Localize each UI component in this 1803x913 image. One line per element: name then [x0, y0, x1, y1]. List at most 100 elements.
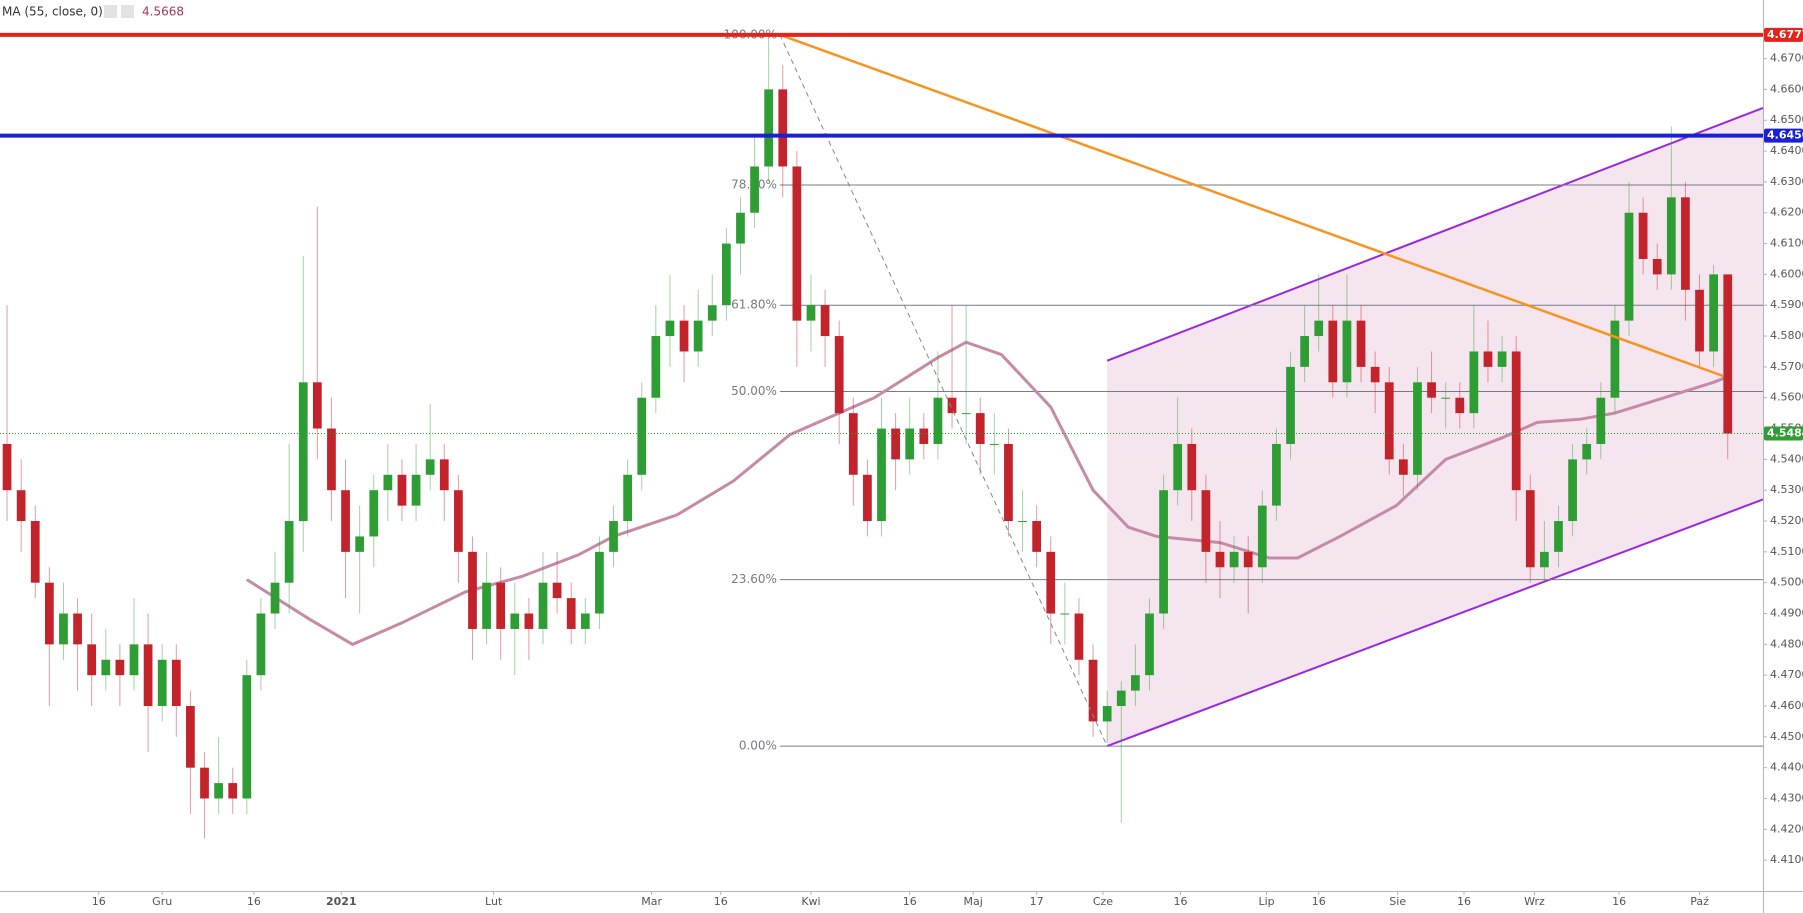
candle-body	[1483, 351, 1493, 367]
candle-body	[580, 613, 590, 629]
candle-body	[1201, 490, 1211, 552]
candle-body	[171, 659, 181, 707]
candle-body	[129, 644, 139, 676]
candle-body	[1497, 351, 1507, 367]
candle-body	[1257, 505, 1267, 568]
candle-body	[1159, 490, 1168, 614]
legend: MA (55, close, 0) 4.5668	[2, 5, 184, 19]
x-tick-label: Wrz	[1524, 895, 1545, 908]
trend-line	[779, 33, 1724, 378]
candle-body	[1695, 289, 1704, 352]
x-tick-label: Gru	[152, 895, 172, 908]
candle-body	[975, 413, 985, 444]
candle-body	[439, 459, 449, 491]
candle-body	[1638, 212, 1648, 259]
candle-body	[1723, 274, 1733, 434]
candle-body	[228, 783, 238, 799]
candle-body	[2, 443, 12, 491]
candle-body	[200, 767, 209, 799]
y-tick-label: 4.5800	[1770, 329, 1803, 342]
y-tick-label: 4.4800	[1770, 637, 1803, 650]
candle-body	[327, 428, 336, 491]
channel-fill	[1107, 107, 1763, 747]
y-tick-label: 4.5000	[1770, 576, 1803, 589]
x-tick-label: Cze	[1093, 895, 1113, 908]
y-tick-label: 4.6200	[1770, 206, 1803, 219]
candle-body	[1666, 197, 1676, 275]
candle-body	[764, 89, 774, 167]
candle-body	[736, 212, 745, 244]
candle-body	[73, 613, 82, 645]
candle-body	[1145, 613, 1154, 676]
candle-body	[44, 582, 54, 645]
candle-body	[1525, 490, 1535, 568]
overlays: 100.00%78.60%61.80%50.00%23.60%0.00%	[245, 27, 1764, 753]
candle-body	[454, 490, 463, 552]
candle-body	[693, 320, 703, 352]
candle-body	[411, 474, 421, 506]
candle-body	[1272, 443, 1281, 506]
x-tick-label: 2021	[326, 895, 357, 908]
fib-label: 50.00%	[731, 384, 777, 398]
candle-body	[848, 413, 858, 475]
candle-body	[595, 551, 604, 614]
x-tick-label: 16	[247, 895, 261, 908]
candle-body	[877, 428, 886, 522]
candle-body	[1681, 197, 1690, 290]
y-tick-label: 4.6500	[1770, 113, 1803, 126]
candle-body	[157, 659, 167, 707]
candle-body	[524, 613, 534, 629]
candle-body	[1243, 551, 1253, 568]
candle-body	[679, 320, 689, 352]
candle-body	[1455, 397, 1465, 414]
legend-settings-icon[interactable]	[121, 5, 134, 18]
candle-body	[806, 305, 816, 321]
candle-body	[468, 551, 477, 629]
candle-body	[665, 320, 675, 337]
candle-body	[312, 382, 322, 429]
y-tick-label: 4.4300	[1770, 792, 1803, 805]
candle-body	[1074, 613, 1084, 660]
candle-body	[1032, 521, 1042, 552]
candle-body	[820, 305, 830, 337]
fib-label: 0.00%	[739, 739, 777, 753]
candle-body	[1554, 521, 1563, 552]
x-tick-label: Sie	[1389, 895, 1406, 908]
legend-eye-icon[interactable]	[104, 5, 117, 18]
candle-body	[1116, 690, 1126, 707]
candle-body	[1624, 212, 1634, 321]
candle-body	[1314, 320, 1324, 337]
candle-body	[482, 582, 491, 629]
candle-body	[355, 536, 365, 552]
candle-body	[933, 397, 943, 444]
candle-body	[1102, 706, 1112, 722]
y-tick-label: 4.6600	[1770, 82, 1803, 95]
candle-body	[1427, 382, 1436, 398]
candle-body	[242, 675, 252, 799]
x-tick-label: Kwi	[801, 895, 820, 908]
x-tick-label: 16	[903, 895, 917, 908]
candle-body	[1173, 443, 1183, 491]
candle-body	[1300, 336, 1309, 367]
candle-body	[778, 89, 788, 167]
x-tick-label: 17	[1030, 895, 1044, 908]
y-tick-label: 4.5200	[1770, 514, 1803, 527]
candle-body	[961, 413, 971, 415]
y-tick-label: 4.5400	[1770, 452, 1803, 465]
x-tick-label: Lut	[485, 895, 503, 908]
y-tick-label: 4.6000	[1770, 267, 1803, 280]
candle-body	[59, 613, 68, 645]
candle-body	[538, 582, 548, 629]
candle-body	[383, 474, 393, 491]
candle-body	[863, 474, 872, 522]
candle-body	[1130, 675, 1140, 691]
candle-body	[919, 428, 929, 444]
candle-body	[989, 443, 999, 445]
candle-body	[707, 305, 717, 321]
candle-body	[186, 706, 195, 768]
price-label-box	[1764, 128, 1803, 143]
axes: 4.4100 4.4200 4.4300 4.4400 4.4500 4.4600 4.47…	[92, 27, 1803, 908]
candle-body	[1328, 320, 1338, 383]
y-tick-label: 4.5900	[1770, 298, 1803, 311]
